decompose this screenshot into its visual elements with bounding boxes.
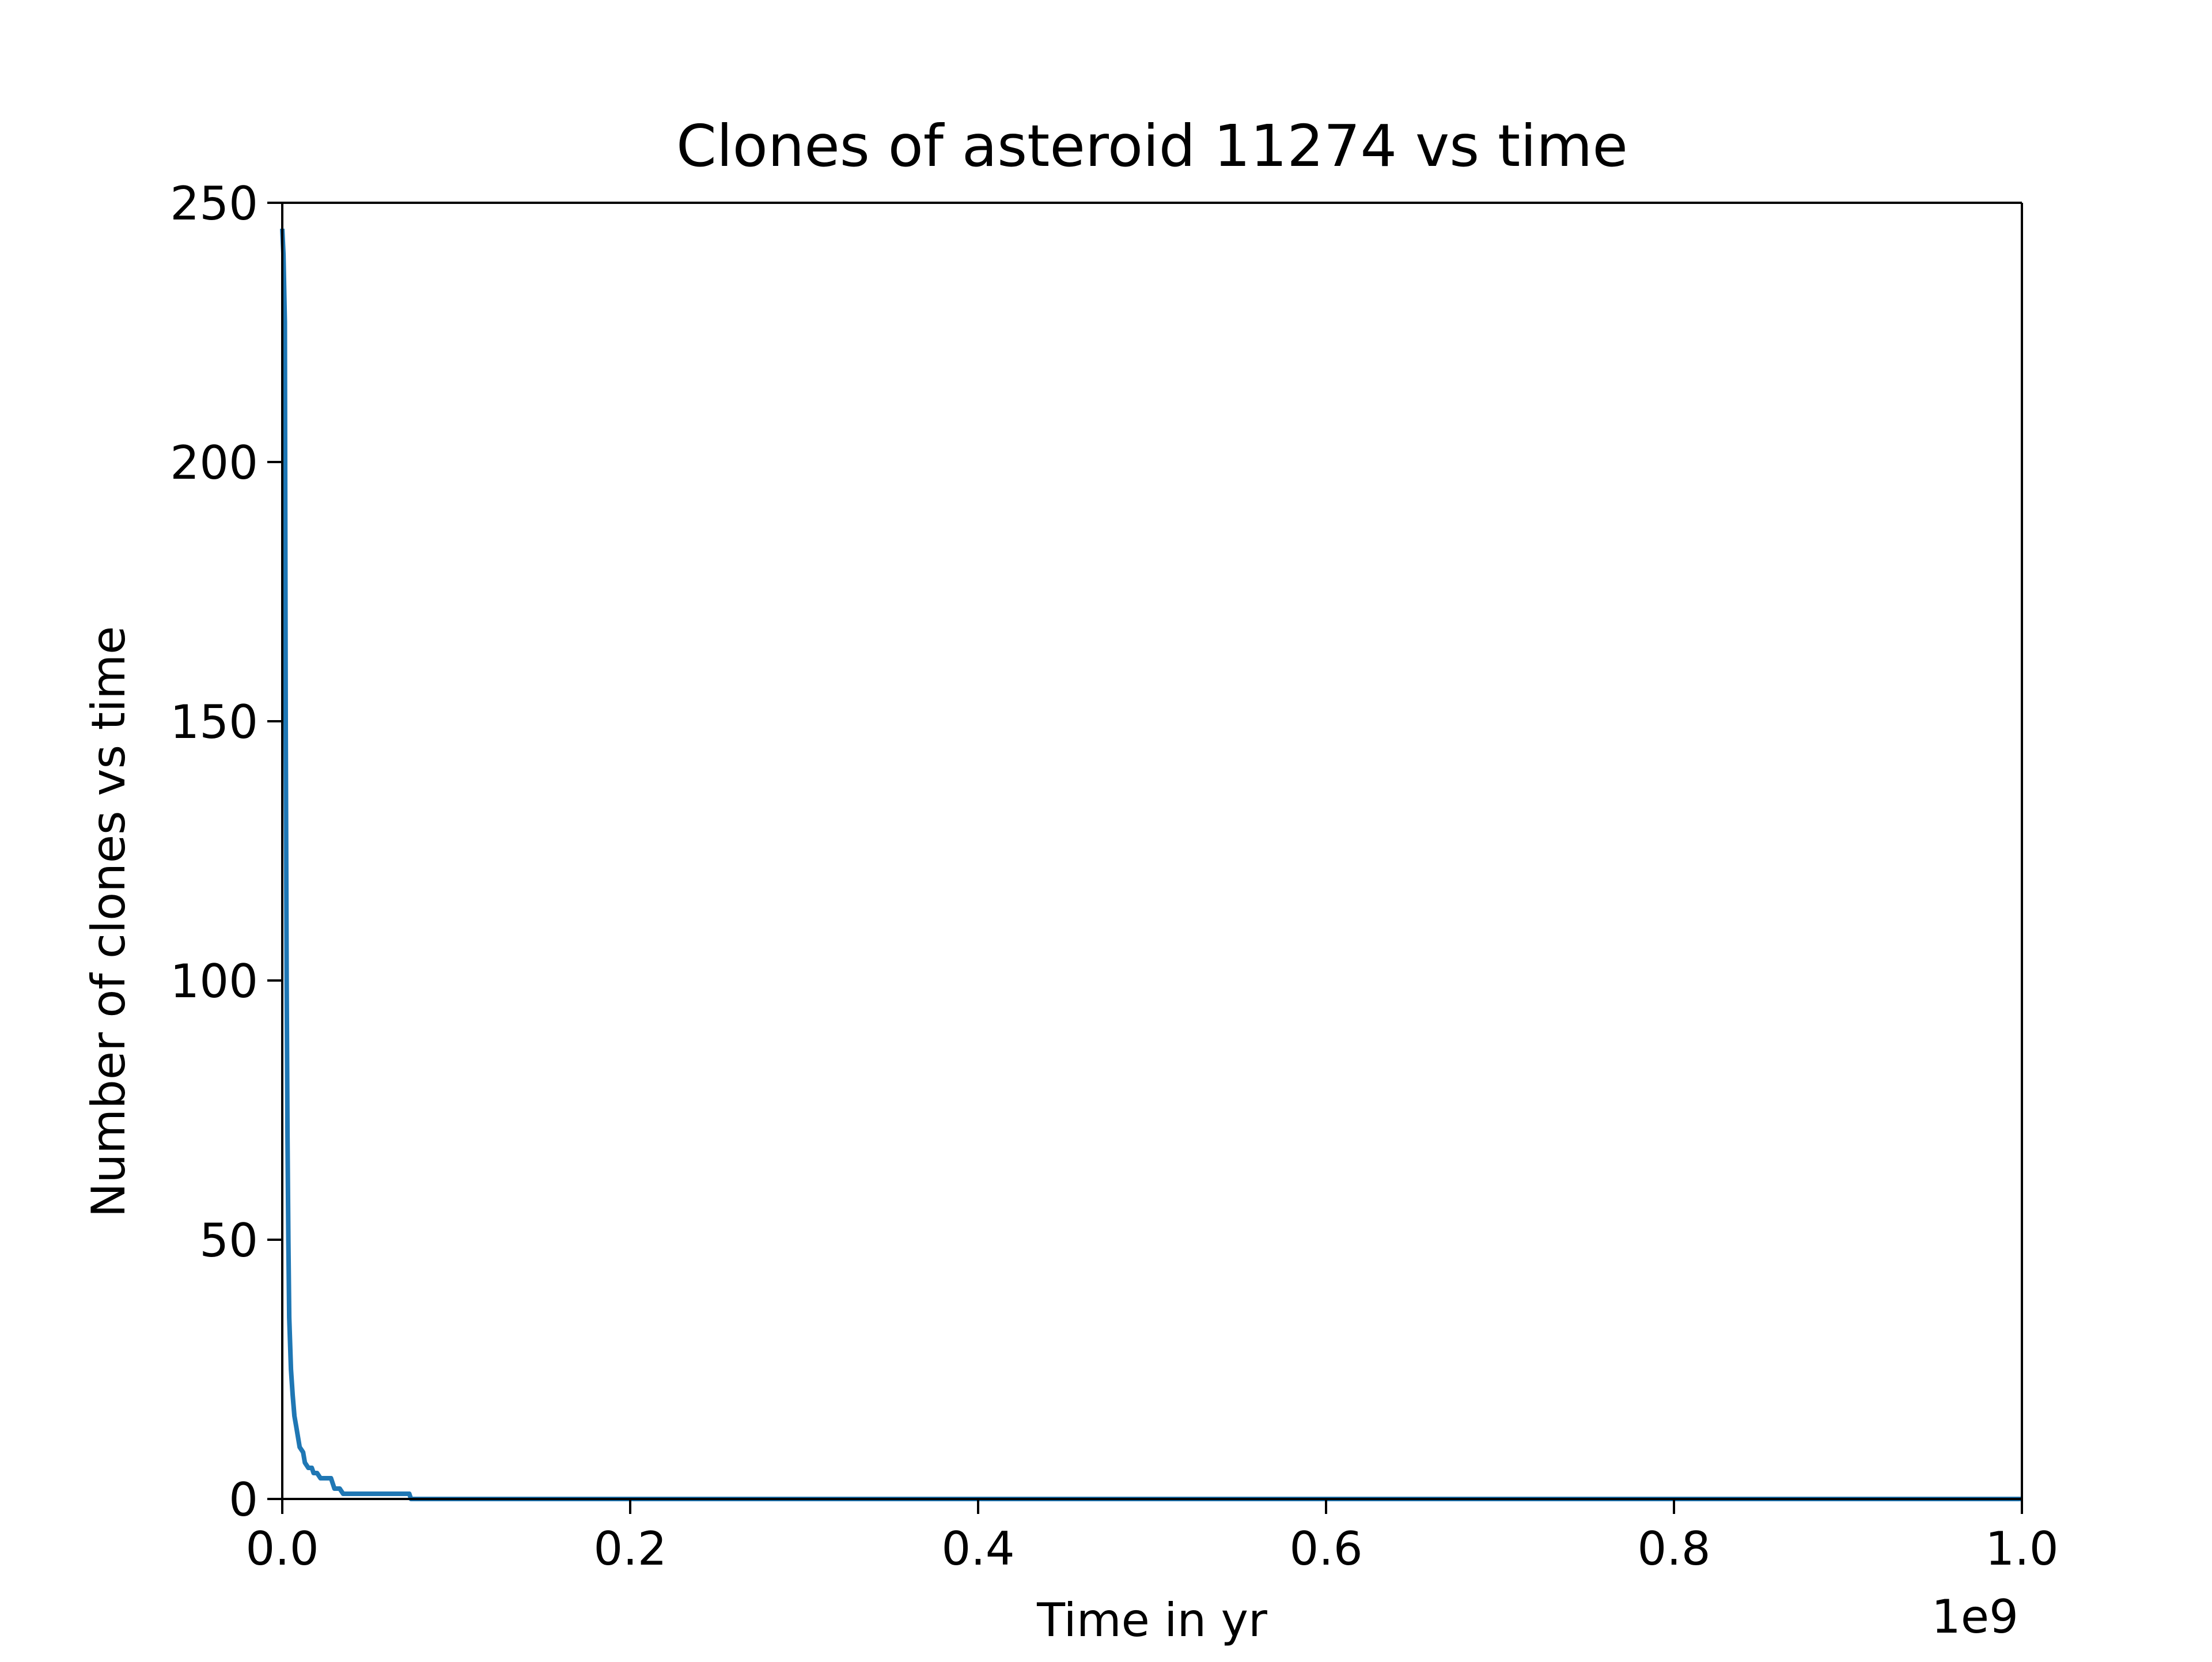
x-axis-ticks: 0.0 0.2 0.4 0.6 0.8 1.0 — [245, 1499, 2059, 1576]
y-tick-label: 0 — [229, 1473, 258, 1527]
y-tick-label: 250 — [170, 177, 258, 230]
x-tick-label: 0.8 — [1637, 1522, 1710, 1576]
y-axis-label: Number of clones vs time — [82, 626, 135, 1218]
x-tick-label: 0.6 — [1289, 1522, 1362, 1576]
x-axis-label: Time in yr — [1036, 1593, 1267, 1647]
x-tick-label: 1.0 — [1985, 1522, 2058, 1576]
x-axis-offset-label: 1e9 — [1931, 1590, 2018, 1644]
plot-area — [280, 202, 2023, 1501]
y-tick-label: 100 — [170, 955, 258, 1008]
x-tick-label: 0.2 — [593, 1522, 666, 1576]
chart-title: Clones of asteroid 11274 vs time — [676, 112, 1628, 180]
y-tick-label: 200 — [170, 436, 258, 490]
y-axis-ticks: 0 50 100 150 200 250 — [170, 177, 282, 1527]
x-tick-label: 0.4 — [941, 1522, 1014, 1576]
x-tick-label: 0.0 — [245, 1522, 319, 1576]
y-tick-label: 50 — [199, 1214, 258, 1267]
y-tick-label: 150 — [170, 695, 258, 749]
